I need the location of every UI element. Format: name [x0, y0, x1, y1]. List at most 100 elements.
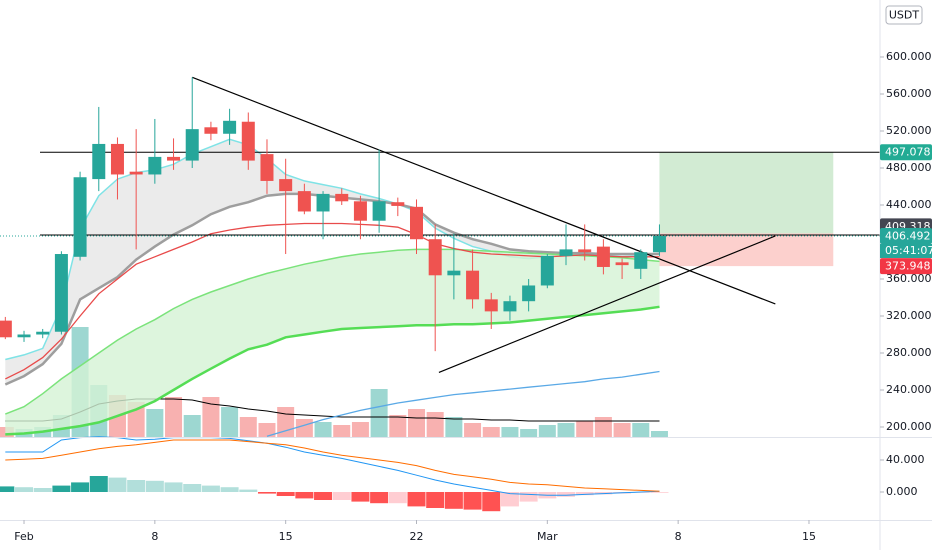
candle-body — [148, 156, 162, 175]
macd-histogram-bar — [388, 492, 407, 504]
candle-body — [17, 334, 31, 338]
volume-bar — [557, 423, 575, 437]
y-tick-label: 600.000 — [886, 50, 932, 63]
volume-bar — [389, 415, 407, 437]
ribbon-fill — [5, 139, 660, 385]
macd-histogram-bar — [15, 487, 34, 492]
candle-body — [615, 262, 629, 266]
candle-body — [92, 143, 106, 180]
candle-body — [559, 249, 573, 256]
position-profit — [659, 152, 834, 234]
macd-histogram-bar — [575, 492, 594, 496]
macd-y-tick-label: 0.000 — [886, 485, 918, 498]
volume-bar — [613, 423, 631, 437]
volume-bar — [594, 417, 612, 437]
candle-body — [54, 254, 68, 332]
x-tick-label: 15 — [802, 530, 816, 543]
macd-histogram-bar — [127, 480, 146, 492]
macd-histogram-bar — [463, 492, 482, 510]
candle-body — [241, 121, 255, 161]
volume-bar — [407, 409, 425, 437]
volume-bar — [239, 417, 257, 437]
candle-body — [204, 127, 218, 134]
ribbon-fill — [5, 249, 660, 435]
candle-body — [0, 320, 12, 338]
volume-bar — [576, 421, 594, 437]
candle-body — [73, 177, 87, 257]
candle-body — [466, 270, 480, 300]
macd-histogram-bar — [482, 492, 501, 512]
trendline — [438, 235, 776, 373]
candle-body — [652, 235, 666, 253]
macd-histogram-bar — [257, 492, 276, 494]
price-label-bg — [880, 258, 932, 275]
ribbon-lower — [4, 192, 660, 386]
candle-body — [353, 201, 367, 221]
candle-body — [540, 255, 554, 286]
candle-body — [223, 120, 237, 134]
candle-body — [279, 179, 293, 192]
ribbon-lower — [5, 305, 660, 436]
macd-signal-line — [5, 439, 660, 492]
x-tick-label: 8 — [151, 530, 158, 543]
y-tick-label: 360.000 — [886, 272, 932, 285]
volume-bar — [202, 397, 220, 437]
currency-badge[interactable] — [885, 5, 923, 25]
macd-histogram-bar — [108, 477, 127, 492]
macd-histogram-bar — [351, 492, 370, 502]
macd-histogram-bar — [164, 482, 183, 492]
y-tick-label: 200.000 — [886, 420, 932, 433]
macd-histogram-bar — [52, 485, 71, 492]
candle-body — [167, 156, 181, 161]
volume-bar — [482, 427, 500, 437]
candle-body — [428, 239, 442, 276]
volume-bar — [501, 427, 519, 437]
y-tick-label: 520.000 — [886, 124, 932, 137]
macd-histogram-bar — [33, 488, 52, 492]
volume-bar — [314, 422, 332, 437]
y-tick-label: 560.000 — [886, 87, 932, 100]
volume-bar — [464, 423, 482, 437]
candle-body — [409, 206, 423, 240]
candle-body — [129, 171, 143, 175]
countdown: 05:41:07 — [885, 244, 932, 257]
volume-bar — [351, 422, 369, 437]
volume-bar — [221, 407, 239, 437]
macd-histogram-bar — [519, 492, 538, 502]
y-tick-label: 320.000 — [886, 309, 932, 322]
countdown-bg — [880, 243, 932, 258]
macd-histogram-bar — [332, 492, 351, 500]
macd-y-tick-label: 40.000 — [886, 453, 925, 466]
macd-histogram-bar — [444, 492, 463, 509]
candle-body — [335, 193, 349, 202]
volume-bar — [370, 389, 388, 437]
y-tick-label: 240.000 — [886, 383, 932, 396]
candle-body — [297, 191, 311, 212]
volume-bar — [295, 419, 313, 437]
volume-bar — [183, 415, 201, 437]
candle-body — [634, 252, 648, 269]
volume-bar — [538, 425, 556, 437]
macd-histogram-bar — [295, 492, 314, 499]
macd-histogram-bar — [557, 492, 576, 497]
ribbon-upper — [5, 248, 660, 415]
x-tick-label: 8 — [675, 530, 682, 543]
position-loss — [659, 233, 834, 267]
currency: USDT — [889, 9, 920, 22]
candle-body — [36, 331, 50, 335]
price-label: 373.948 — [885, 260, 931, 273]
macd-histogram-bar — [314, 492, 333, 500]
candle-body — [596, 246, 610, 267]
candle-body — [260, 154, 274, 181]
macd-histogram-bar — [239, 489, 258, 492]
macd-histogram-bar — [89, 476, 108, 492]
volume-bar — [333, 425, 351, 437]
price-label-bg — [880, 144, 932, 161]
volume-bar — [258, 423, 276, 437]
candle-body — [185, 129, 199, 161]
y-tick-label: 280.000 — [886, 346, 932, 359]
candle-body — [316, 193, 330, 212]
main-pane — [0, 76, 880, 512]
candle-body — [391, 202, 405, 206]
